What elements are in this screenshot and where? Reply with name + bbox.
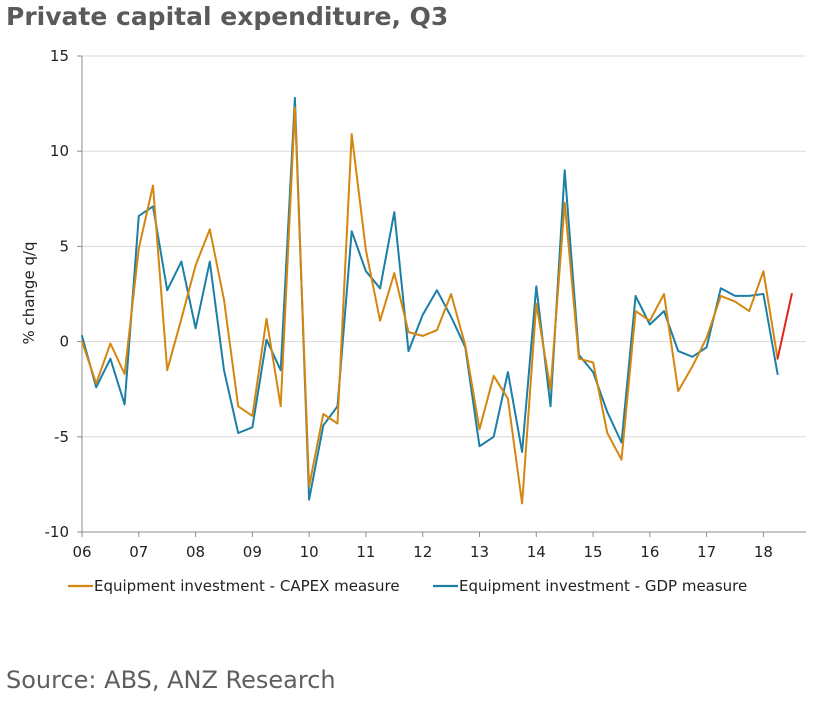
y-tick-label: -5 [54, 428, 69, 446]
source-note: Source: ABS, ANZ Research [6, 666, 336, 694]
series-line-capex [81, 106, 779, 505]
x-tick-label: 12 [413, 543, 432, 561]
y-tick-label: 10 [50, 142, 69, 160]
x-tick-label: 10 [300, 543, 319, 561]
y-axis-label: % change q/q [20, 241, 38, 344]
x-tick-label: 15 [584, 543, 603, 561]
x-tick-label: 11 [356, 543, 375, 561]
x-tick-label: 09 [243, 543, 262, 561]
y-tick-labels: 15 10 5 0 -5 -10 [45, 47, 70, 541]
series-line-gdp [81, 96, 779, 501]
x-tick-label: 18 [754, 543, 773, 561]
chart-title: Private capital expenditure, Q3 [6, 2, 449, 31]
chart-grid [82, 55, 806, 438]
x-tick-label: 14 [527, 543, 546, 561]
y-tick-label: 0 [59, 333, 69, 351]
y-tick-label: 5 [59, 237, 69, 255]
series-line-forecast [776, 293, 793, 360]
y-tick-label: -10 [45, 523, 70, 541]
chart-series [81, 96, 793, 505]
x-tick-label: 16 [640, 543, 659, 561]
x-tick-label: 06 [72, 543, 91, 561]
x-tick-label: 07 [129, 543, 148, 561]
x-tick-label: 17 [697, 543, 716, 561]
x-tick-label: 08 [186, 543, 205, 561]
x-tick-labels: 06 07 08 09 10 11 12 13 14 15 16 17 18 [72, 543, 773, 561]
x-tick-label: 13 [470, 543, 489, 561]
legend-label-gdp: Equipment investment - GDP measure [459, 577, 747, 595]
chart-svg: 15 10 5 0 -5 -10 06 07 08 09 10 11 12 13 14 15 16 17 18 %… [20, 47, 806, 595]
chart-legend: Equipment investment - CAPEX measure Equ… [68, 577, 747, 595]
legend-label-capex: Equipment investment - CAPEX measure [94, 577, 400, 595]
y-tick-label: 15 [50, 47, 69, 65]
